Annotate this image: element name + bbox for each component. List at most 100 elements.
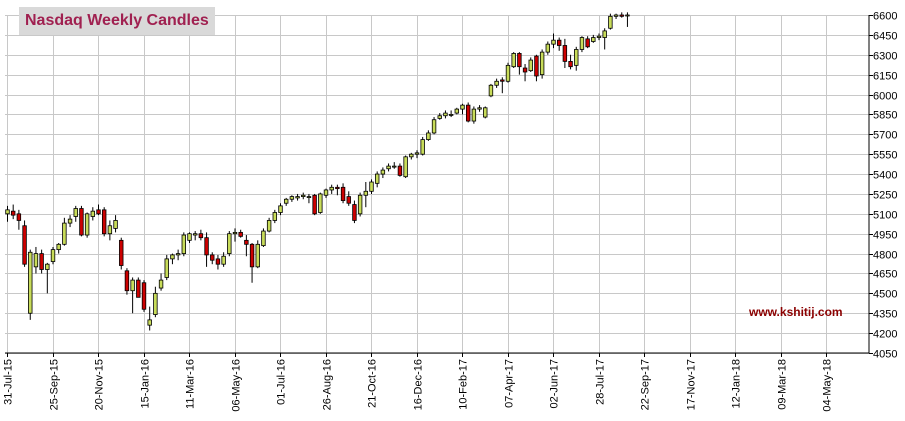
candle-body bbox=[289, 196, 295, 200]
grid bbox=[5, 15, 869, 354]
candle bbox=[608, 13, 613, 30]
y-tick-label: 5550 bbox=[873, 150, 897, 162]
candle-body bbox=[591, 37, 596, 42]
candle-body bbox=[249, 243, 255, 268]
candle bbox=[465, 102, 471, 123]
watermark-text: www.kshitij.com bbox=[749, 305, 843, 319]
candle-body bbox=[625, 14, 630, 17]
candles bbox=[5, 12, 630, 331]
candle bbox=[579, 36, 585, 53]
x-tick-labels: 31-Jul-15 25-Sep-15 20-Nov-15 15-Jan-16 11-M… bbox=[3, 353, 834, 412]
candle bbox=[181, 232, 187, 257]
candle bbox=[585, 36, 590, 49]
candle bbox=[158, 273, 164, 291]
candle-body bbox=[39, 253, 44, 270]
x-tick-label: 06-May-16 bbox=[231, 359, 243, 412]
candle-body bbox=[210, 254, 215, 261]
candle-body bbox=[352, 204, 357, 221]
candle bbox=[505, 62, 511, 83]
candle-body bbox=[283, 198, 289, 204]
candle bbox=[323, 188, 329, 198]
candle bbox=[227, 231, 232, 257]
candle bbox=[403, 155, 408, 179]
candle bbox=[625, 12, 630, 27]
candle-body bbox=[28, 251, 33, 314]
candle-body bbox=[113, 220, 118, 229]
candle-body bbox=[374, 173, 380, 184]
candle bbox=[397, 163, 403, 177]
candle bbox=[73, 205, 78, 222]
candle-body bbox=[153, 292, 158, 315]
candle-body bbox=[488, 84, 494, 97]
candle bbox=[10, 204, 16, 220]
candle-body bbox=[318, 193, 323, 213]
y-tick-label: 5100 bbox=[873, 210, 897, 222]
candle-body bbox=[10, 210, 16, 216]
candle-body bbox=[73, 208, 78, 217]
candle bbox=[602, 28, 607, 50]
candle bbox=[283, 197, 289, 206]
candle bbox=[90, 207, 96, 221]
candle-body bbox=[147, 319, 152, 326]
y-tick-label: 5850 bbox=[873, 110, 897, 122]
candle bbox=[50, 246, 56, 265]
y-tick-label: 6600 bbox=[873, 11, 897, 23]
candle bbox=[318, 192, 323, 214]
x-tick-label: 26-Aug-16 bbox=[322, 359, 334, 410]
candle-body bbox=[238, 231, 243, 237]
candle bbox=[613, 13, 619, 19]
candle-body bbox=[392, 165, 397, 168]
candle bbox=[147, 306, 152, 331]
candle-body bbox=[409, 153, 414, 158]
x-tick-label: 04-May-18 bbox=[822, 359, 834, 412]
candle bbox=[255, 240, 260, 269]
candle bbox=[539, 49, 545, 79]
x-tick-label: 09-Mar-18 bbox=[777, 359, 789, 410]
candle bbox=[28, 249, 33, 320]
candle-body bbox=[579, 37, 585, 50]
candle bbox=[204, 232, 209, 267]
candle-body bbox=[522, 67, 528, 73]
y-tick-label: 4800 bbox=[873, 250, 897, 262]
candle-body bbox=[215, 258, 221, 265]
candle-body bbox=[568, 60, 573, 68]
candle bbox=[374, 171, 380, 188]
candle bbox=[153, 286, 158, 318]
x-tick-label: 20-Nov-15 bbox=[94, 359, 106, 410]
candle-body bbox=[124, 270, 130, 292]
candle bbox=[124, 268, 130, 295]
candle-body bbox=[198, 233, 204, 239]
candle bbox=[16, 209, 22, 230]
candle-body bbox=[397, 165, 403, 176]
candle bbox=[596, 33, 602, 41]
candle bbox=[477, 105, 482, 112]
candle-body bbox=[79, 208, 84, 236]
candle bbox=[210, 252, 215, 265]
x-tick-label: 10-Feb-17 bbox=[458, 359, 470, 410]
candle-body bbox=[602, 30, 607, 38]
candle-body bbox=[301, 194, 306, 197]
candle-body bbox=[562, 45, 568, 62]
candle-body bbox=[460, 104, 465, 110]
candle bbox=[39, 249, 44, 274]
candle-body bbox=[556, 39, 562, 46]
y-tick-label: 6300 bbox=[873, 51, 897, 63]
candle-body bbox=[192, 233, 198, 236]
candle bbox=[232, 228, 238, 242]
candle bbox=[238, 229, 243, 238]
candle bbox=[414, 150, 420, 159]
candle bbox=[289, 195, 295, 202]
y-tick-label: 4200 bbox=[873, 329, 897, 341]
candle bbox=[556, 37, 562, 51]
candle-body bbox=[517, 53, 522, 68]
candle bbox=[562, 38, 568, 69]
y-tick-label: 5700 bbox=[873, 130, 897, 142]
candle bbox=[62, 217, 67, 246]
candle bbox=[192, 231, 198, 241]
candle bbox=[306, 193, 312, 204]
candle-body bbox=[335, 186, 340, 190]
candle bbox=[448, 110, 454, 118]
candle bbox=[329, 184, 334, 194]
candle bbox=[278, 203, 283, 216]
candle-body bbox=[244, 239, 249, 245]
